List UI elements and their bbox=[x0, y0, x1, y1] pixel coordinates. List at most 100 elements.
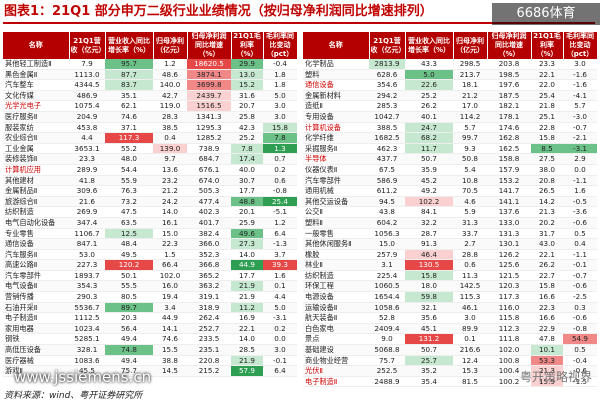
table-row: 电气自动化设备 347.4 63.5 16.1 401.7 25.9 1.2 bbox=[3, 217, 297, 229]
table-cell: 25.7 bbox=[405, 355, 453, 367]
industry-name: 采掘服务Ⅱ bbox=[303, 143, 369, 155]
table-cell: 157.9 bbox=[487, 164, 531, 176]
table-row: 黑色金属Ⅱ 1113.0 87.7 48.6 3874.1 13.0 1.8 bbox=[3, 69, 297, 81]
table-cell: 49.5 bbox=[105, 249, 153, 261]
table-cell: 3.0 bbox=[263, 100, 297, 112]
table-cell: 25.2 bbox=[405, 90, 453, 102]
table-cell: -2.1 bbox=[563, 132, 597, 144]
table-row: 电源设备 1654.4 59.8 115.3 117.3 16.6 -2.5 bbox=[303, 291, 597, 303]
table-cell: -0.7 bbox=[563, 122, 597, 134]
table-cell: 215.2 bbox=[187, 365, 231, 377]
table-cell: 73.2 bbox=[105, 196, 153, 208]
table-cell: 3.0 bbox=[263, 111, 297, 123]
table-cell: 25.9 bbox=[231, 217, 263, 229]
table-cell: 220.8 bbox=[187, 355, 231, 367]
table-cell: 204.9 bbox=[69, 111, 105, 123]
table-cell: 112.3 bbox=[487, 323, 531, 335]
table-cell: 225.4 bbox=[369, 270, 405, 282]
table-cell: 111.8 bbox=[487, 333, 531, 346]
table-cell: 9.3 bbox=[453, 143, 487, 155]
table-cell: 402.3 bbox=[187, 206, 231, 218]
table-cell: 15.0 bbox=[369, 238, 405, 250]
table-row: 计算机设备 388.5 24.7 5.7 174.6 22.8 -0.7 bbox=[303, 122, 597, 134]
table-cell: 2.7 bbox=[453, 238, 487, 250]
table-cell: 674.0 bbox=[187, 175, 231, 187]
table-cell: 120.2 bbox=[105, 259, 153, 271]
industry-name: 服装家纺 bbox=[3, 122, 69, 134]
table-cell: -1.1 bbox=[563, 249, 597, 261]
table-cell: 21.2 bbox=[153, 185, 187, 197]
table-row: 服装家纺 453.8 37.1 38.5 1295.3 42.3 15.8 bbox=[3, 122, 297, 134]
left-header-col-1: 21Q1营收（亿元） bbox=[69, 32, 106, 59]
wechat-watermark: 粤开策略视界 bbox=[519, 370, 592, 384]
table-cell: -5.1 bbox=[263, 206, 297, 218]
table-cell: 63.5 bbox=[105, 217, 153, 229]
table-cell: 21.3 bbox=[531, 365, 563, 377]
table-cell: 233.5 bbox=[187, 333, 231, 346]
table-cell: 1106.7 bbox=[69, 228, 105, 240]
table-cell: 477.4 bbox=[187, 196, 231, 208]
table-cell: 1.8 bbox=[263, 69, 297, 81]
table-cell: 401.7 bbox=[187, 217, 231, 229]
industry-name: 航天装备Ⅱ bbox=[303, 312, 369, 324]
table-cell: 40.1 bbox=[405, 111, 453, 123]
table-cell: 0.4 bbox=[153, 132, 187, 144]
table-cell: 141.1 bbox=[487, 196, 531, 208]
table-cell: -1.3 bbox=[263, 238, 297, 250]
right-table-body: 化学制品 2813.9 43.3 298.5 203.8 23.3 3.0 塑料 628.6 5.… bbox=[303, 59, 597, 388]
table-row: 家用电器 1023.4 56.4 14.1 252.7 22.1 0.2 bbox=[3, 323, 297, 335]
table-cell: 75.7 bbox=[369, 355, 405, 367]
industry-name: 光伏Ⅱ bbox=[303, 365, 369, 377]
table-row: 其他轻工制造Ⅱ 7.9 95.7 1.2 18620.5 29.9 -0.4 bbox=[3, 59, 297, 70]
industry-name: 半导体 bbox=[303, 153, 369, 165]
table-cell: 365.2 bbox=[187, 270, 231, 282]
table-cell: 16.6 bbox=[531, 291, 563, 303]
industry-name: 汽车整车 bbox=[3, 79, 69, 91]
industry-name: 旅游综合Ⅱ bbox=[3, 196, 69, 208]
table-cell: 198.5 bbox=[487, 69, 531, 81]
table-cell: 17.4 bbox=[231, 153, 263, 165]
table-cell: 67.5 bbox=[369, 164, 405, 176]
table-cell: 252.7 bbox=[187, 323, 231, 335]
table-cell: 31.7 bbox=[531, 228, 563, 240]
table-cell: 16.0 bbox=[153, 280, 187, 293]
table-cell: 290.3 bbox=[69, 291, 105, 303]
table-row: 石油开采Ⅱ 5536.7 89.7 3.4 318.9 11.2 5.0 bbox=[3, 302, 297, 314]
table-cell: 187.5 bbox=[487, 90, 531, 102]
table-cell: 31.6 bbox=[231, 90, 263, 102]
table-row: 运输设备Ⅱ 1058.6 32.1 46.1 116.0 22.3 0.3 bbox=[303, 302, 597, 314]
table-cell: 2.9 bbox=[563, 153, 597, 165]
table-cell: -3.1 bbox=[263, 312, 297, 324]
table-cell: 102.0 bbox=[487, 344, 531, 356]
table-cell: 3874.1 bbox=[187, 69, 231, 81]
table-row: 电子制造Ⅱ 1112.5 20.3 44.9 262.4 16.9 -3.1 bbox=[3, 312, 297, 324]
industry-name: 白色家电 bbox=[303, 323, 369, 335]
table-cell: 26.5 bbox=[531, 185, 563, 197]
table-cell: 27.3 bbox=[231, 238, 263, 250]
industry-name: 钢铁 bbox=[3, 333, 69, 346]
table-cell: 262.4 bbox=[187, 312, 231, 324]
table-cell: 289.9 bbox=[69, 164, 105, 176]
table-cell: 16.9 bbox=[231, 312, 263, 324]
table-cell: 174.6 bbox=[487, 122, 531, 134]
table-cell: 48.8 bbox=[231, 196, 263, 208]
industry-name: 工业金属 bbox=[3, 143, 69, 155]
table-cell: -0.6 bbox=[563, 217, 597, 229]
table-cell: 0.1 bbox=[263, 280, 297, 293]
table-cell: 298.5 bbox=[453, 59, 487, 70]
industry-name: 塑料 bbox=[303, 69, 369, 81]
industry-name: 通信设备 bbox=[303, 79, 369, 91]
table-cell: 19.4 bbox=[153, 291, 187, 303]
table-cell: 49.2 bbox=[405, 185, 453, 197]
table-cell: 7.9 bbox=[69, 59, 105, 70]
table-cell: 28.8 bbox=[453, 249, 487, 261]
table-row: 工业金属 3653.1 55.2 139.0 738.9 7.8 1.3 bbox=[3, 143, 297, 155]
table-cell: -4.1 bbox=[563, 90, 597, 102]
table-cell: -0.1 bbox=[563, 259, 597, 271]
table-cell: 117.3 bbox=[487, 291, 531, 303]
industry-name: 林业Ⅱ bbox=[303, 259, 369, 271]
table-cell: 21.9 bbox=[231, 280, 263, 293]
table-cell: 1.6 bbox=[263, 270, 297, 282]
table-cell: 102.2 bbox=[405, 196, 453, 208]
table-cell: 20.7 bbox=[231, 100, 263, 112]
